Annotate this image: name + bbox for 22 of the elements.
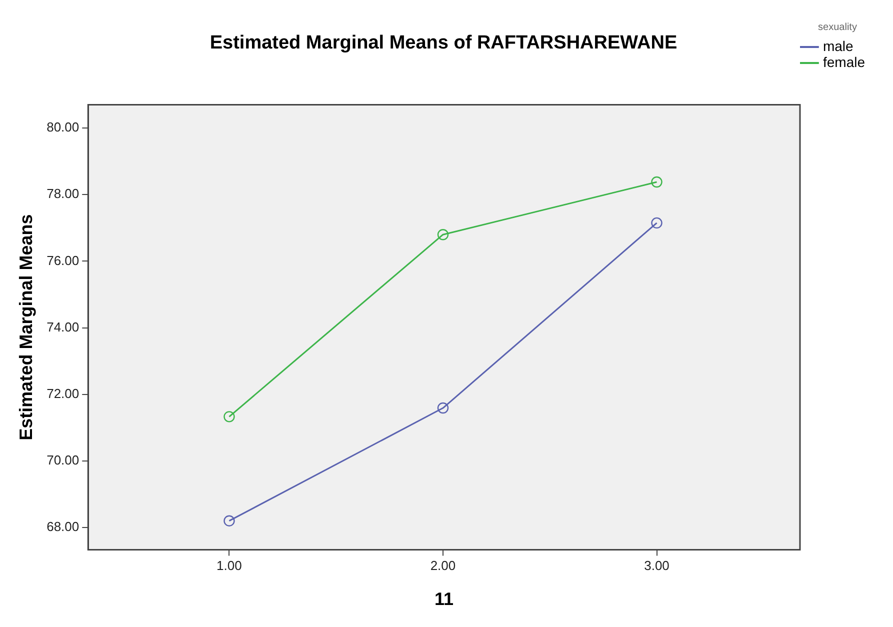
y-tick-label: 74.00 [46,319,80,334]
point [224,411,235,422]
y-tick-label: 76.00 [46,252,80,268]
legend-label: female [822,54,866,70]
legend-label: male [822,38,854,54]
point [224,515,235,526]
x-tick-label: 1.00 [216,558,242,574]
y-tick-label: 80.00 [46,120,80,135]
chart-title: Estimated Marginal Means of RAFTARSHAREWANE [210,32,678,54]
y-tick-label: 78.00 [46,186,80,202]
y-tick-label: 68.00 [46,519,80,534]
x-tick-label: 2.00 [430,558,456,574]
legend-title: sexuality [818,22,857,33]
y-axis-title: Estimated Marginal Means [16,214,36,440]
x-tick-label: 3.00 [644,558,670,574]
point [651,217,662,229]
y-tick-label: 72.00 [46,386,80,401]
x-axis-title: 11 [434,589,454,610]
point [437,229,449,240]
point [437,402,449,414]
y-tick-label: 70.00 [46,452,80,468]
point [651,176,662,188]
